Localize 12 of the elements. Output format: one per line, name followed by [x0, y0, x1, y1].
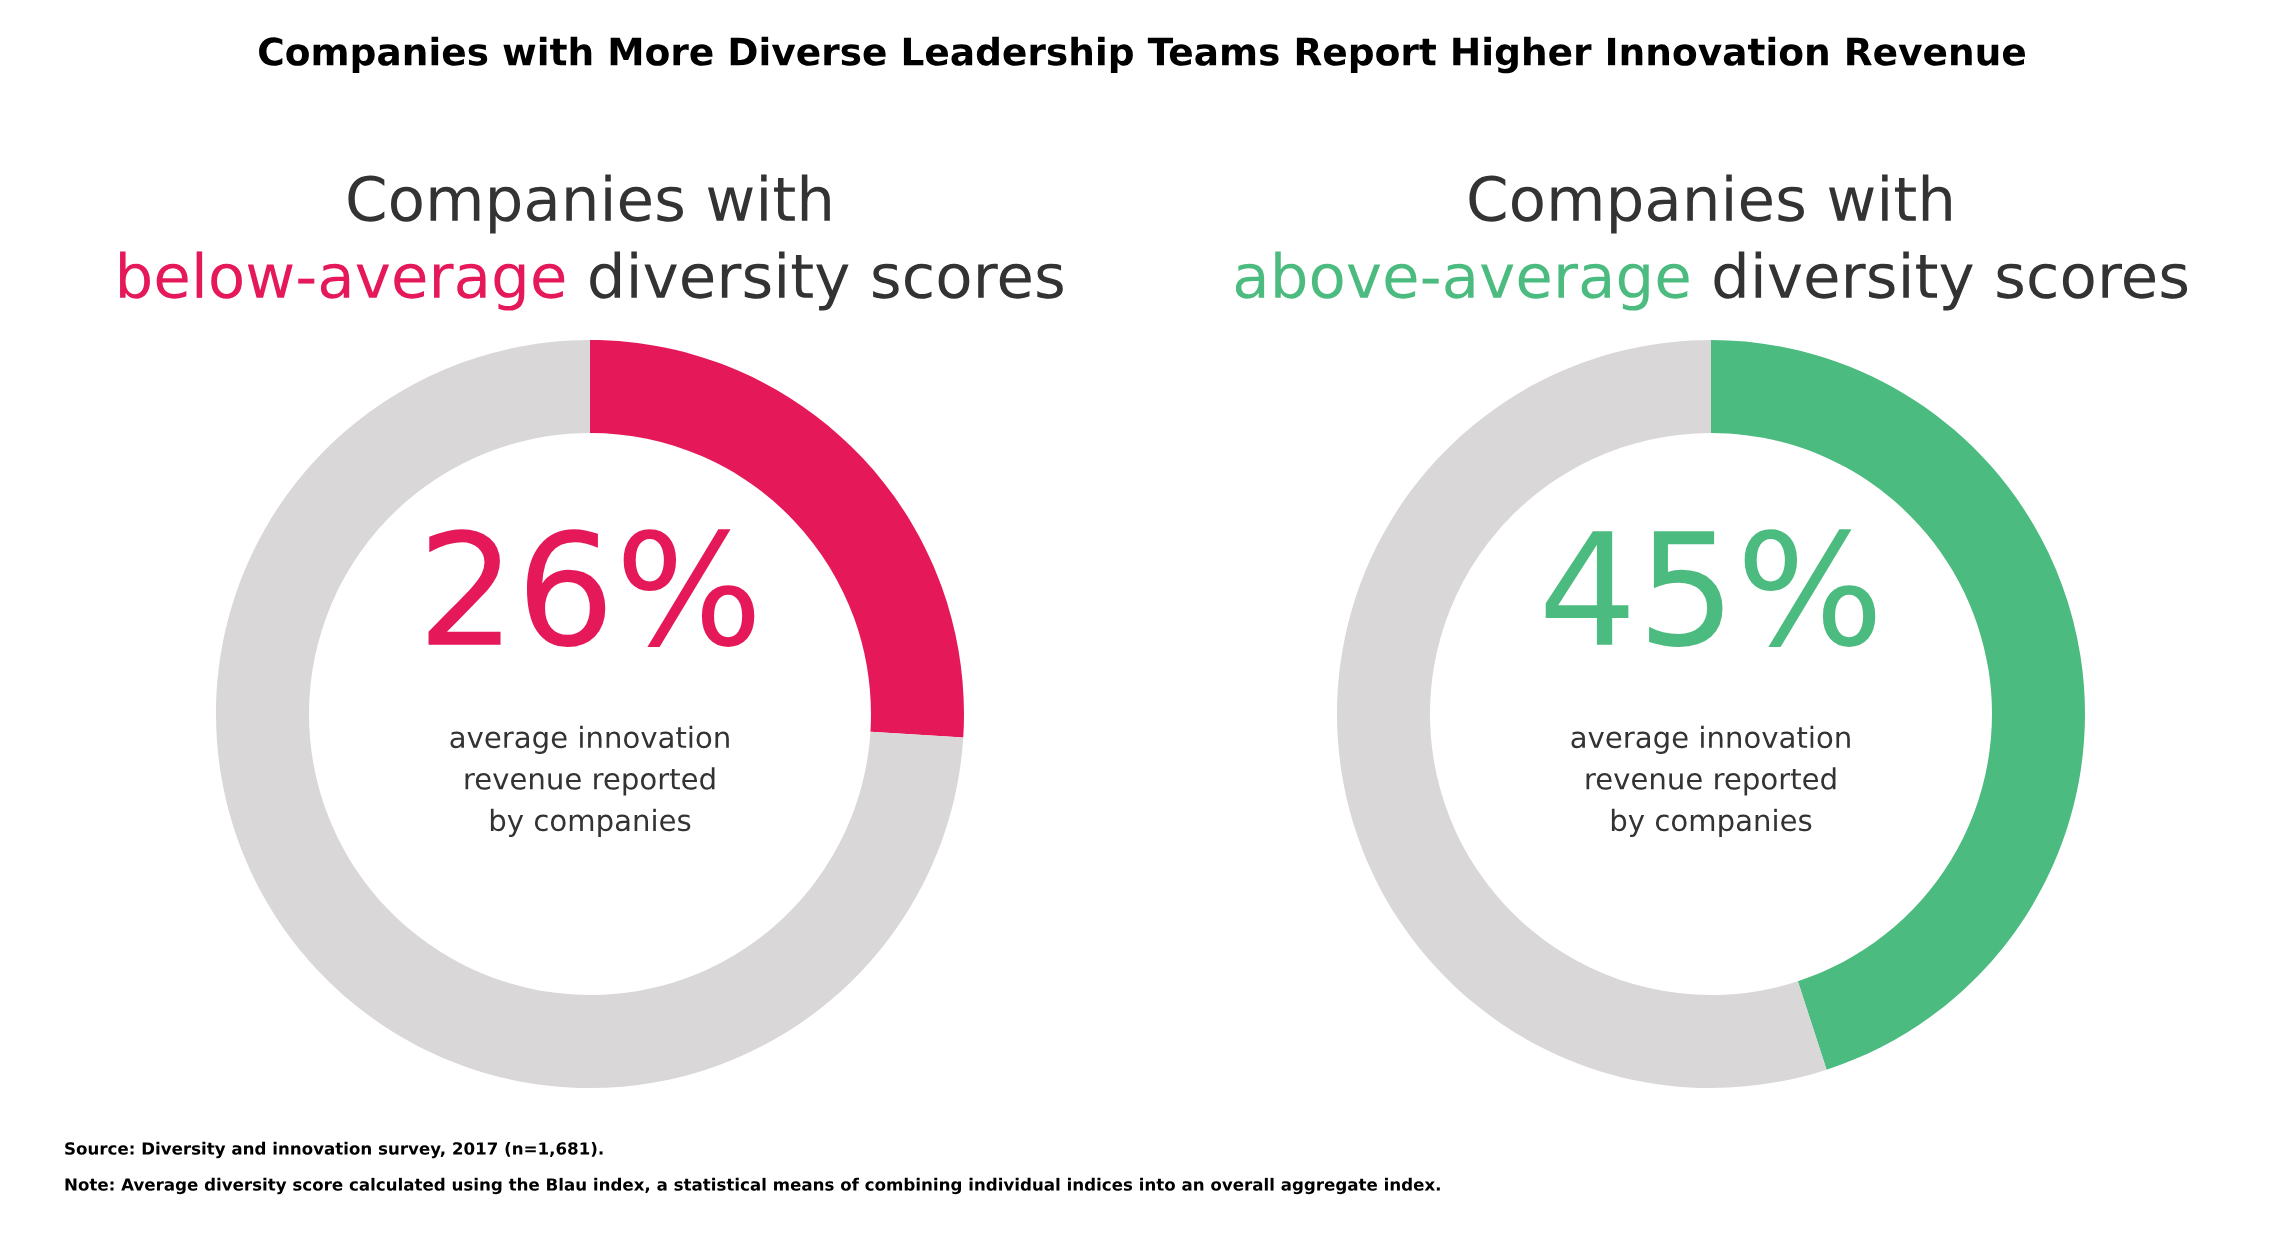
chart-title: Companies with	[348, 174, 830, 234]
text: average innovation revenue reported by companies	[450, 725, 729, 837]
data-label: 26%	[428, 529, 755, 647]
text: average innovation revenue reported by companies	[1571, 725, 1850, 837]
text: Companies with More Diverse Leadership Teams Report Higher Innovation Revenue	[259, 36, 2025, 74]
data-label: 45%	[1545, 529, 1876, 647]
chart-subtitle: below-average diversity scores	[120, 251, 1063, 311]
donut-slice	[216, 340, 964, 1088]
source-note: Source: Diversity and innovation survey, 2017 (n=1,681).	[65, 1141, 603, 1159]
chart-title: Companies with	[1469, 174, 1951, 234]
chart-subtitle: above-average diversity scores	[1235, 251, 2188, 311]
text: Note: Average diversity score calculated using the Blau index, a statistical means of combining individual indices into an overall aggregate index.	[65, 1177, 1440, 1195]
